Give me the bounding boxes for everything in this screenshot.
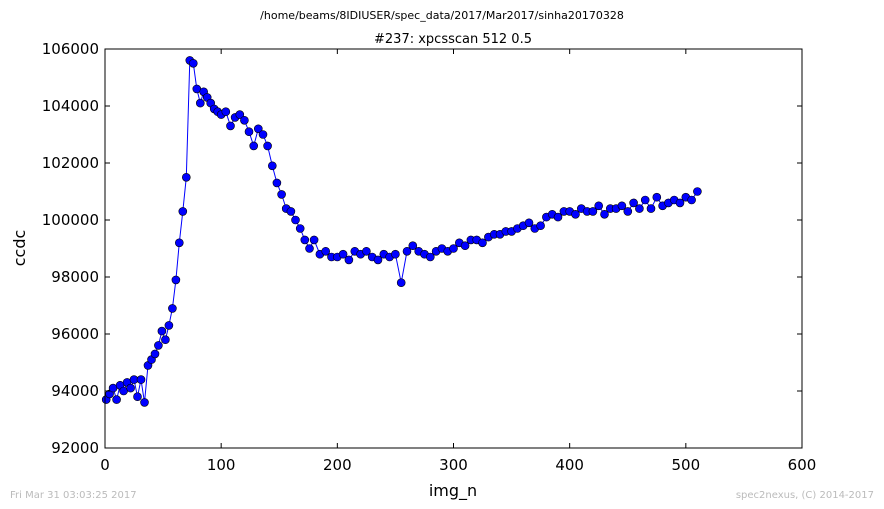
y-tick-label: 104000 bbox=[42, 97, 99, 115]
data-point bbox=[305, 244, 314, 253]
data-point bbox=[235, 110, 245, 119]
data-point bbox=[112, 395, 121, 404]
data-point bbox=[150, 349, 160, 359]
data-point bbox=[253, 124, 263, 134]
data-point bbox=[373, 255, 383, 265]
x-tick-label: 300 bbox=[439, 456, 468, 474]
data-point bbox=[652, 192, 662, 202]
y-tick-label: 100000 bbox=[42, 211, 99, 229]
data-point bbox=[249, 141, 258, 151]
data-point bbox=[553, 212, 563, 222]
y-tick-label: 94000 bbox=[51, 382, 99, 400]
data-point bbox=[291, 215, 300, 225]
data-point bbox=[226, 121, 235, 131]
x-axis-label: img_n bbox=[429, 481, 477, 501]
data-point bbox=[136, 375, 146, 384]
data-point bbox=[693, 187, 702, 196]
data-point bbox=[425, 252, 435, 262]
data-point bbox=[629, 198, 638, 208]
data-point bbox=[263, 141, 272, 151]
data-point bbox=[161, 335, 170, 345]
data-point bbox=[295, 224, 305, 233]
data-point bbox=[309, 235, 319, 245]
data-point bbox=[594, 201, 604, 211]
plot-area bbox=[101, 56, 702, 407]
data-point bbox=[168, 304, 177, 313]
y-axis-label: ccdc bbox=[10, 230, 29, 267]
x-tick-label: 0 bbox=[100, 456, 110, 474]
data-point bbox=[396, 278, 406, 288]
data-point bbox=[402, 247, 412, 256]
data-point bbox=[196, 98, 205, 108]
data-point bbox=[391, 249, 400, 259]
data-point bbox=[675, 198, 685, 208]
axis-ticks: 0 100 200 300 400 500 600 92000 94000 96000 98000 1… bbox=[42, 40, 817, 474]
data-point bbox=[588, 207, 598, 216]
data-point bbox=[600, 210, 609, 219]
data-point bbox=[272, 178, 282, 188]
footer-credit: spec2nexus, (C) 2014-2017 bbox=[736, 490, 874, 501]
data-point bbox=[300, 235, 310, 245]
data-point bbox=[321, 247, 331, 256]
footer-timestamp: Fri Mar 31 03:03:25 2017 bbox=[10, 490, 137, 501]
data-point bbox=[344, 255, 354, 265]
y-tick-label: 98000 bbox=[51, 268, 99, 286]
data-point bbox=[126, 383, 135, 393]
data-point bbox=[524, 218, 534, 228]
data-point bbox=[240, 116, 249, 125]
x-tick-label: 100 bbox=[207, 456, 236, 474]
data-point bbox=[478, 238, 487, 248]
data-point bbox=[157, 326, 167, 336]
x-tick-label: 600 bbox=[788, 456, 817, 474]
data-point bbox=[338, 249, 348, 259]
y-tick-label: 96000 bbox=[51, 325, 99, 343]
data-point bbox=[571, 210, 580, 219]
data-point bbox=[164, 321, 174, 330]
y-tick-label: 102000 bbox=[42, 154, 99, 172]
data-point bbox=[277, 190, 286, 199]
suptitle: /home/beams/8IDIUSER/spec_data/2017/Mar2… bbox=[260, 9, 624, 22]
x-tick-label: 500 bbox=[672, 456, 701, 474]
data-point bbox=[687, 195, 696, 205]
series-line bbox=[105, 59, 698, 403]
data-point bbox=[617, 201, 627, 211]
data-point bbox=[140, 398, 149, 407]
data-point bbox=[460, 241, 470, 250]
y-tick-label: 92000 bbox=[51, 439, 99, 457]
data-point bbox=[623, 207, 633, 216]
data-point bbox=[635, 204, 644, 213]
x-tick-label: 400 bbox=[555, 456, 584, 474]
data-point bbox=[182, 173, 191, 182]
y-tick-label: 106000 bbox=[42, 40, 99, 58]
data-point bbox=[171, 275, 181, 285]
data-point bbox=[258, 130, 268, 139]
data-point bbox=[362, 247, 371, 256]
data-point bbox=[286, 207, 296, 216]
data-point bbox=[189, 58, 198, 68]
chart-title: #237: xpcsscan 512 0.5 bbox=[374, 32, 532, 47]
data-point bbox=[640, 195, 650, 205]
data-point bbox=[133, 392, 142, 402]
x-tick-label: 200 bbox=[323, 456, 352, 474]
data-point bbox=[646, 204, 656, 213]
data-point bbox=[221, 107, 231, 116]
data-point bbox=[536, 221, 545, 230]
data-point bbox=[178, 207, 188, 216]
data-point bbox=[408, 241, 418, 250]
data-point bbox=[267, 161, 277, 171]
data-point bbox=[449, 244, 458, 253]
data-point bbox=[175, 238, 184, 248]
data-point bbox=[154, 341, 163, 350]
data-point bbox=[244, 127, 254, 136]
